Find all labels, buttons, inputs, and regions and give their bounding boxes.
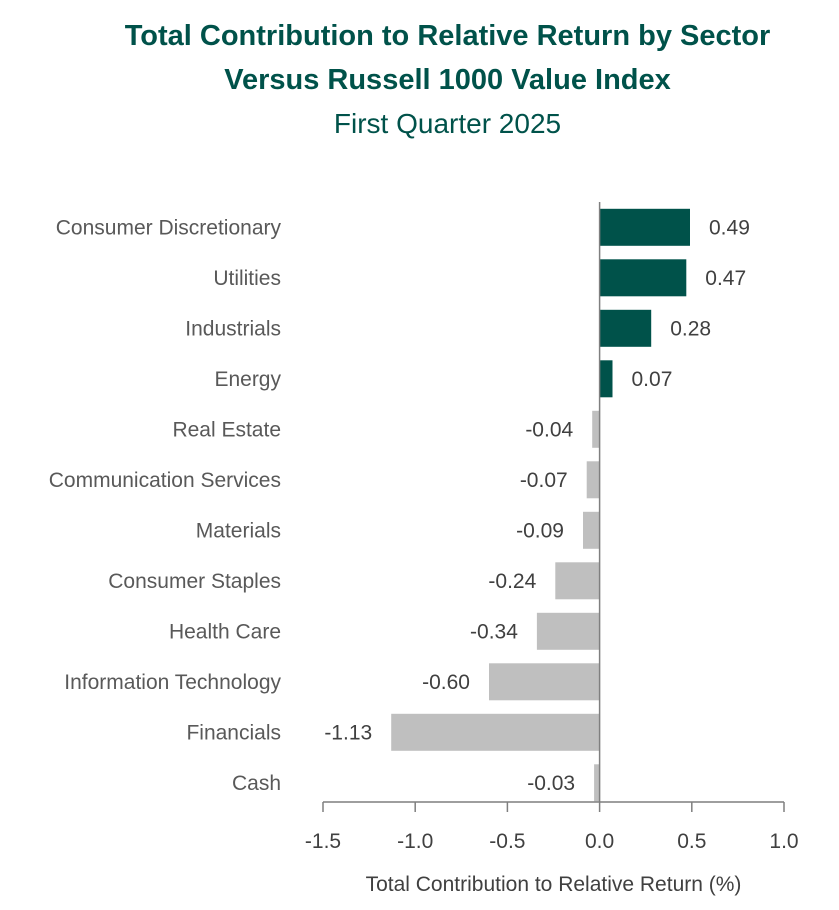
data-label: -0.03 [527, 772, 575, 795]
chart-title-line2: Versus Russell 1000 Value Index [224, 64, 671, 96]
bar-financials [391, 713, 600, 751]
data-label: -0.34 [470, 620, 518, 643]
data-label: -0.60 [422, 671, 470, 694]
chart-title: Total Contribution to Relative Return by… [124, 20, 771, 52]
bar-industrials [599, 309, 652, 347]
x-tick-label: 0.0 [585, 830, 614, 853]
data-label: -0.04 [525, 418, 573, 441]
bar-real-estate [592, 410, 600, 448]
x-tick-label: 1.0 [769, 830, 798, 853]
bar-materials [583, 511, 600, 549]
data-label: -0.09 [516, 519, 564, 542]
data-label: 0.28 [670, 317, 711, 340]
category-label: Cash [232, 772, 281, 795]
bar-consumer-discretionary [599, 208, 690, 246]
category-label: Consumer Discretionary [56, 216, 282, 239]
axes-layer [322, 202, 785, 812]
category-label: Consumer Staples [108, 570, 281, 593]
chart-subtitle: First Quarter 2025 [333, 108, 562, 139]
chart-title-block: Total Contribution to Relative Return by… [0, 14, 839, 146]
bar-energy [599, 360, 613, 398]
category-label: Industrials [185, 317, 281, 340]
data-label: -0.07 [520, 469, 568, 492]
bar-cash [594, 764, 600, 802]
data-label: 0.47 [705, 267, 746, 290]
category-label: Communication Services [49, 469, 281, 492]
data-label: 0.07 [632, 368, 673, 391]
x-tick-label: 0.5 [677, 830, 706, 853]
category-label: Health Care [169, 620, 281, 643]
x-axis-title: Total Contribution to Relative Return (%… [366, 873, 742, 896]
bar-information-technology [489, 663, 600, 701]
category-label: Materials [196, 519, 281, 542]
x-tick-label: -1.0 [397, 830, 433, 853]
bars-layer [391, 208, 690, 802]
x-tick-label: -1.5 [305, 830, 341, 853]
category-label: Real Estate [172, 418, 281, 441]
bar-communication-services [586, 461, 600, 499]
category-label: Utilities [213, 267, 281, 290]
category-label: Financials [186, 721, 281, 744]
data-label: -0.24 [488, 570, 536, 593]
labels-layer: Consumer Discretionary 0.49 Utilities 0.47 I… [49, 216, 799, 853]
data-label: 0.49 [709, 216, 750, 239]
category-label: Energy [214, 368, 281, 391]
category-label: Information Technology [64, 671, 281, 694]
bar-consumer-staples [555, 562, 600, 600]
bar-health-care [536, 612, 600, 650]
data-label: -1.13 [324, 721, 372, 744]
x-tick-label: -0.5 [489, 830, 525, 853]
bar-utilities [599, 259, 687, 297]
